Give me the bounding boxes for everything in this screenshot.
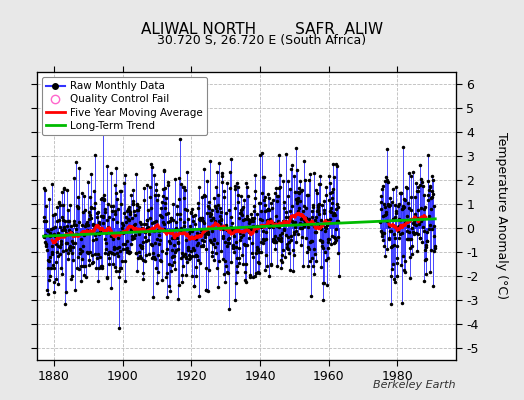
Text: 30.720 S, 26.720 E (South Africa): 30.720 S, 26.720 E (South Africa) [157,34,367,47]
Text: Berkeley Earth: Berkeley Earth [374,380,456,390]
Text: ALIWAL NORTH        SAFR  ALIW: ALIWAL NORTH SAFR ALIW [141,22,383,37]
Y-axis label: Temperature Anomaly (°C): Temperature Anomaly (°C) [496,132,508,300]
Legend: Raw Monthly Data, Quality Control Fail, Five Year Moving Average, Long-Term Tren: Raw Monthly Data, Quality Control Fail, … [42,77,207,135]
